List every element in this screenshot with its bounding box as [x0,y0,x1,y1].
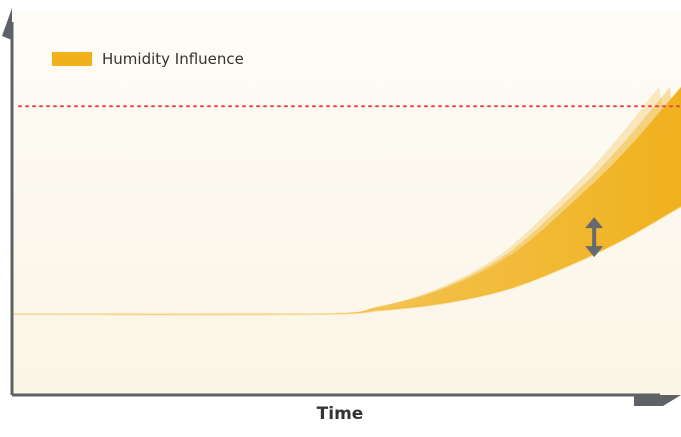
band-lower-edge [12,205,681,316]
humidity-band [13,87,681,315]
y-axis-arrowhead [2,8,12,40]
legend-label: Humidity Influence [102,50,244,68]
x-axis-title: Time [316,404,364,424]
legend: Humidity Influence [52,50,244,68]
plot-background [13,10,681,395]
x-axis-arrowhead [634,395,681,406]
double-arrow-head-up [585,217,604,229]
double-arrow-head-down [585,246,604,258]
legend-swatch [52,52,92,66]
